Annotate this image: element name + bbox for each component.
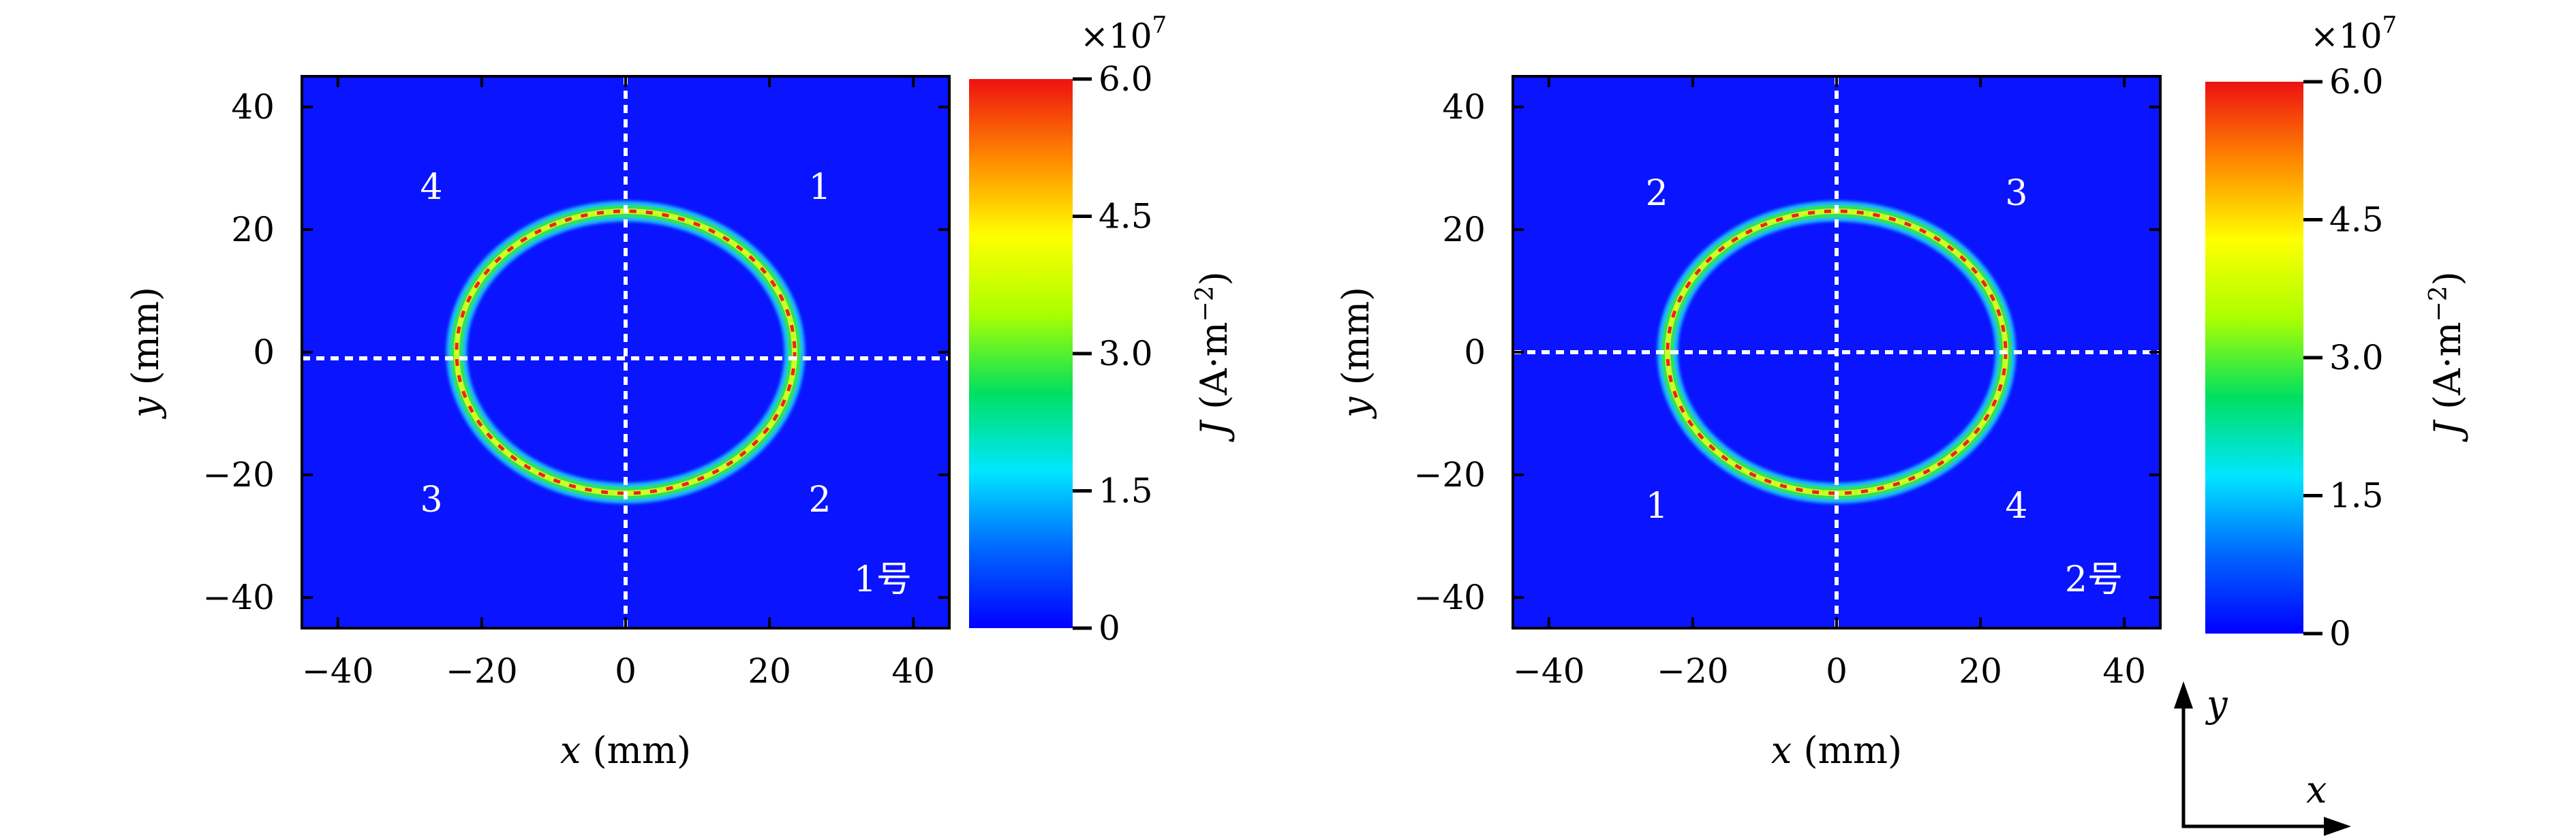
colorbar-ticks (1073, 77, 1092, 630)
y-arrow-head (2174, 681, 2193, 709)
colorbar: 0 1.5 3.0 4.5 6.0 ×107 J (A·m−2) (969, 12, 1236, 648)
y-axis: −40 −20 0 20 40 y (mm) (1334, 87, 2160, 617)
x-tick-label: 40 (891, 651, 935, 691)
y-axis-label: y (mm) (124, 287, 167, 419)
y-tick-label: −20 (202, 455, 275, 495)
colorbar-gradient (2205, 82, 2303, 634)
y-axis: −40 −20 0 20 40 y (mm) (124, 87, 949, 617)
x-tick-label: −20 (1657, 651, 1729, 691)
quadrant-label: 4 (420, 167, 442, 208)
coordinate-key-x-label: x (2306, 768, 2327, 811)
x-axis-label: x (mm) (560, 729, 691, 772)
panel-tag: 1号 (854, 559, 912, 600)
y-tick-label: 20 (231, 210, 275, 249)
y-ticks (1513, 106, 2160, 599)
quadrant-label: 3 (2005, 173, 2027, 214)
colorbar-label: J (A·m−2) (1191, 271, 1236, 442)
colorbar-tick-label: 1.5 (1099, 471, 1153, 511)
y-ticks (302, 106, 949, 599)
x-tick-label: 20 (1959, 651, 2002, 691)
y-tick-label: −40 (1413, 578, 1486, 617)
x-tick-label: −40 (302, 651, 374, 691)
colorbar-gradient (969, 79, 1073, 628)
colorbar-multiplier: ×107 (1080, 12, 1167, 56)
colorbar-tick-label: 1.5 (2329, 476, 2384, 516)
x-tick-label: −20 (446, 651, 518, 691)
colorbar-tick-label: 0 (2329, 614, 2351, 653)
colorbar-tick-label: 4.5 (2329, 200, 2384, 240)
x-ticks (1547, 76, 2126, 628)
x-tick-label: 40 (2102, 651, 2146, 691)
quadrant-labels: 2 3 1 4 (1646, 173, 2028, 527)
coordinate-key-y-label: y (2205, 683, 2228, 726)
x-tick-label: 0 (615, 651, 637, 691)
quadrant-labels: 4 1 3 2 (420, 167, 831, 520)
quadrant-label: 2 (808, 480, 831, 520)
colorbar-label: J (A·m−2) (2425, 271, 2469, 442)
crosshair (302, 76, 949, 628)
colorbar-tick-label: 6.0 (1099, 59, 1153, 99)
x-axis: −40 −20 0 20 40 x (mm) (1513, 76, 2146, 772)
colorbar-tick-label: 3.0 (2329, 338, 2384, 377)
y-tick-label: 0 (1464, 332, 1486, 372)
y-tick-label: 40 (1442, 87, 1486, 127)
x-arrow-head (2324, 817, 2351, 836)
coordinate-key: y x (2174, 681, 2351, 836)
ring-max (455, 209, 797, 495)
quadrant-label: 4 (2005, 486, 2027, 527)
colorbar-tick-label: 0 (1099, 608, 1120, 648)
colorbar: 0 1.5 3.0 4.5 6.0 ×107 J (A·m−2) (2205, 12, 2469, 653)
y-axis-label: y (mm) (1334, 287, 1377, 419)
heatmap-panel-2: 2 3 1 4 2号 −40 −20 0 20 40 x (mm) −40 −2… (1334, 12, 2469, 772)
quadrant-label: 2 (1646, 173, 1668, 214)
x-axis-label: x (mm) (1771, 729, 1902, 772)
quadrant-label: 1 (1646, 486, 1668, 527)
x-ticks (336, 76, 915, 628)
y-tick-label: −40 (202, 578, 275, 617)
heatmap-panel-1: 4 1 3 2 1号 −40 −20 0 20 40 x (mm) −40 −2… (124, 12, 1236, 772)
colorbar-tick-label: 6.0 (2329, 62, 2384, 102)
x-tick-label: 0 (1826, 651, 1847, 691)
x-axis: −40 −20 0 20 40 x (mm) (302, 76, 935, 772)
quadrant-label: 3 (420, 480, 442, 520)
colorbar-multiplier: ×107 (2310, 12, 2397, 56)
x-tick-label: −40 (1513, 651, 1585, 691)
quadrant-label: 1 (808, 167, 831, 208)
y-tick-label: 20 (1442, 210, 1486, 249)
colorbar-tick-label: 4.5 (1099, 197, 1153, 236)
panel-tag: 2号 (2065, 559, 2123, 600)
y-tick-label: 0 (253, 332, 275, 372)
y-tick-label: 40 (231, 87, 275, 127)
colorbar-ticks (2303, 80, 2322, 636)
crosshair (1513, 76, 2160, 628)
x-tick-label: 20 (748, 651, 791, 691)
y-tick-label: −20 (1413, 455, 1486, 495)
colorbar-tick-label: 3.0 (1099, 334, 1153, 373)
